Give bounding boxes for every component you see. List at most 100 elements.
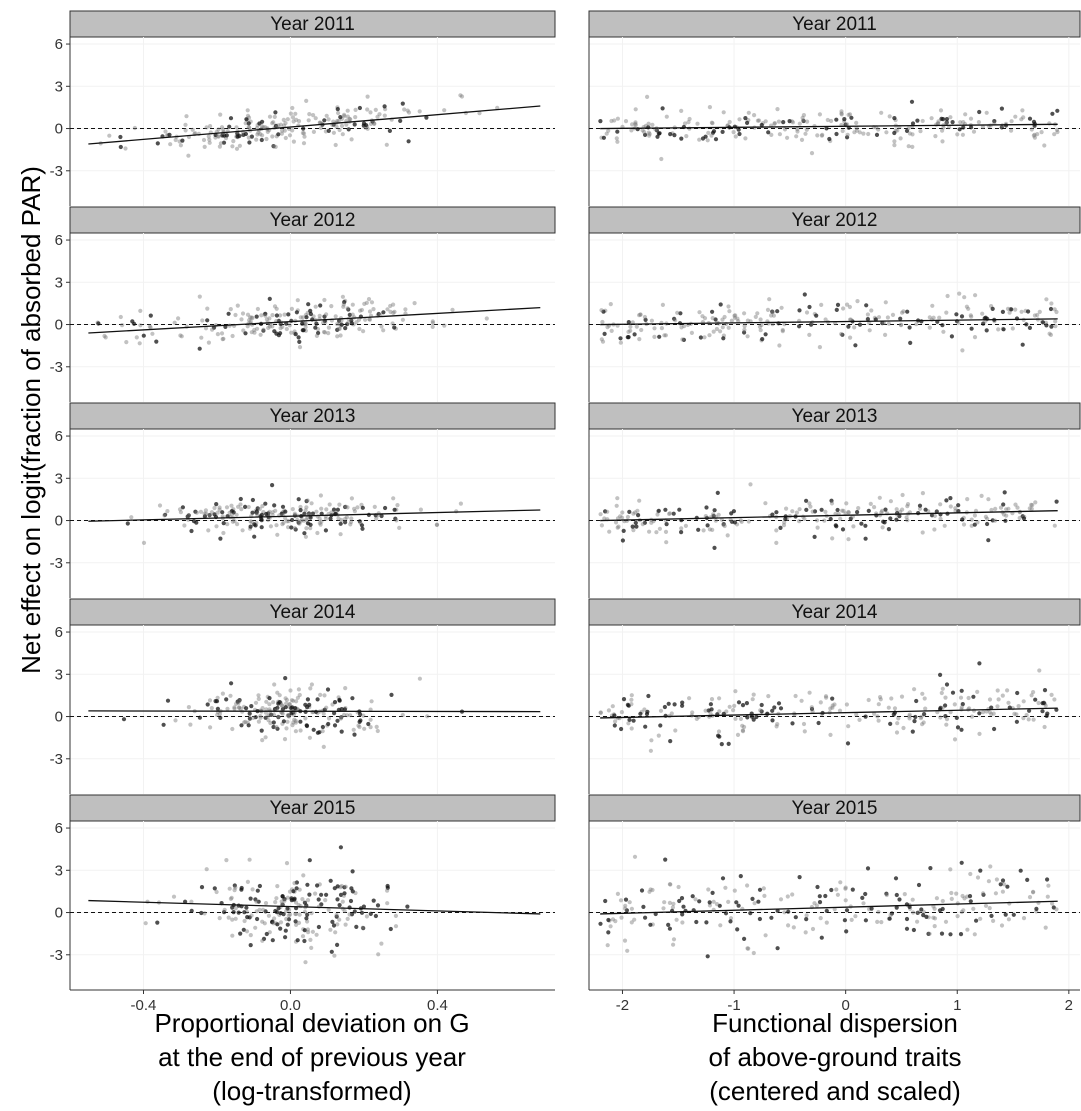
data-point	[738, 518, 743, 523]
data-point	[612, 723, 617, 728]
data-point	[1031, 717, 1036, 722]
data-point	[253, 897, 258, 902]
data-point	[243, 719, 248, 725]
data-point	[950, 120, 955, 125]
data-point	[1033, 500, 1038, 505]
data-point	[379, 324, 384, 329]
data-point	[335, 327, 340, 332]
data-point	[383, 505, 388, 511]
data-point	[854, 712, 859, 717]
data-point	[1013, 307, 1018, 312]
data-point	[625, 948, 630, 953]
data-point	[1052, 132, 1057, 137]
data-point	[209, 706, 214, 711]
data-point	[300, 321, 305, 326]
data-point	[815, 133, 820, 138]
data-point	[648, 887, 653, 892]
data-point	[822, 518, 827, 523]
data-point	[412, 301, 417, 306]
data-point	[199, 885, 205, 890]
data-point	[962, 295, 967, 300]
x-tick-label: -1	[727, 997, 740, 1014]
data-point	[338, 715, 343, 720]
data-point	[892, 130, 897, 136]
data-point	[708, 711, 713, 716]
data-point	[329, 949, 334, 954]
data-point	[293, 706, 298, 711]
data-point	[723, 911, 729, 916]
data-point	[186, 705, 191, 710]
data-point	[601, 135, 607, 140]
data-point	[245, 312, 251, 317]
data-point	[886, 527, 892, 532]
data-point	[797, 507, 802, 512]
data-point	[322, 118, 327, 123]
data-point	[220, 337, 225, 342]
data-point	[289, 896, 294, 901]
data-point	[774, 540, 779, 546]
data-point	[713, 317, 718, 322]
data-point	[1026, 717, 1031, 722]
data-point	[748, 482, 753, 487]
data-point	[849, 917, 854, 923]
data-point	[390, 321, 395, 326]
data-point	[823, 694, 829, 699]
data-point	[273, 908, 278, 914]
data-point	[782, 520, 787, 525]
data-point	[605, 325, 610, 330]
data-point	[679, 325, 684, 330]
data-point	[995, 704, 1000, 709]
data-point	[215, 712, 220, 718]
data-point	[289, 306, 294, 311]
data-point	[799, 698, 804, 703]
data-point	[332, 953, 337, 958]
data-point	[349, 519, 354, 525]
data-point	[713, 518, 719, 523]
data-point	[400, 712, 405, 718]
data-point	[230, 933, 235, 938]
data-point	[830, 705, 835, 710]
data-point	[242, 918, 247, 924]
data-point	[928, 866, 933, 871]
data-point	[308, 526, 313, 531]
facet-strip-label: Year 2011	[792, 14, 877, 35]
data-point	[344, 515, 349, 520]
data-point	[992, 726, 997, 732]
data-point	[715, 490, 720, 495]
data-point	[627, 509, 632, 514]
y-tick-label: 0	[55, 905, 63, 922]
data-point	[637, 498, 642, 503]
data-point	[272, 916, 277, 921]
data-point	[237, 698, 242, 703]
data-point	[224, 858, 229, 863]
data-point	[622, 938, 628, 943]
data-point	[855, 509, 860, 515]
data-point	[248, 319, 253, 324]
data-point	[667, 882, 673, 887]
data-point	[1047, 331, 1052, 336]
data-point	[267, 296, 272, 301]
data-point	[847, 304, 853, 310]
data-point	[888, 516, 893, 521]
data-point	[733, 689, 738, 694]
data-point	[222, 907, 227, 913]
data-point	[257, 506, 262, 512]
data-point	[232, 519, 237, 524]
data-point	[1001, 502, 1006, 507]
data-point	[321, 329, 327, 335]
data-point	[897, 897, 902, 902]
data-point	[723, 885, 728, 890]
data-point	[894, 905, 899, 910]
data-point	[920, 722, 925, 727]
data-point	[702, 335, 707, 340]
data-point	[670, 905, 676, 910]
data-point	[643, 915, 648, 920]
data-point	[1030, 503, 1035, 508]
data-point	[308, 686, 313, 691]
data-point	[721, 110, 726, 115]
data-point	[857, 717, 862, 723]
data-point	[844, 908, 850, 913]
data-point	[649, 738, 654, 743]
data-point	[254, 909, 259, 914]
data-point	[663, 507, 668, 512]
